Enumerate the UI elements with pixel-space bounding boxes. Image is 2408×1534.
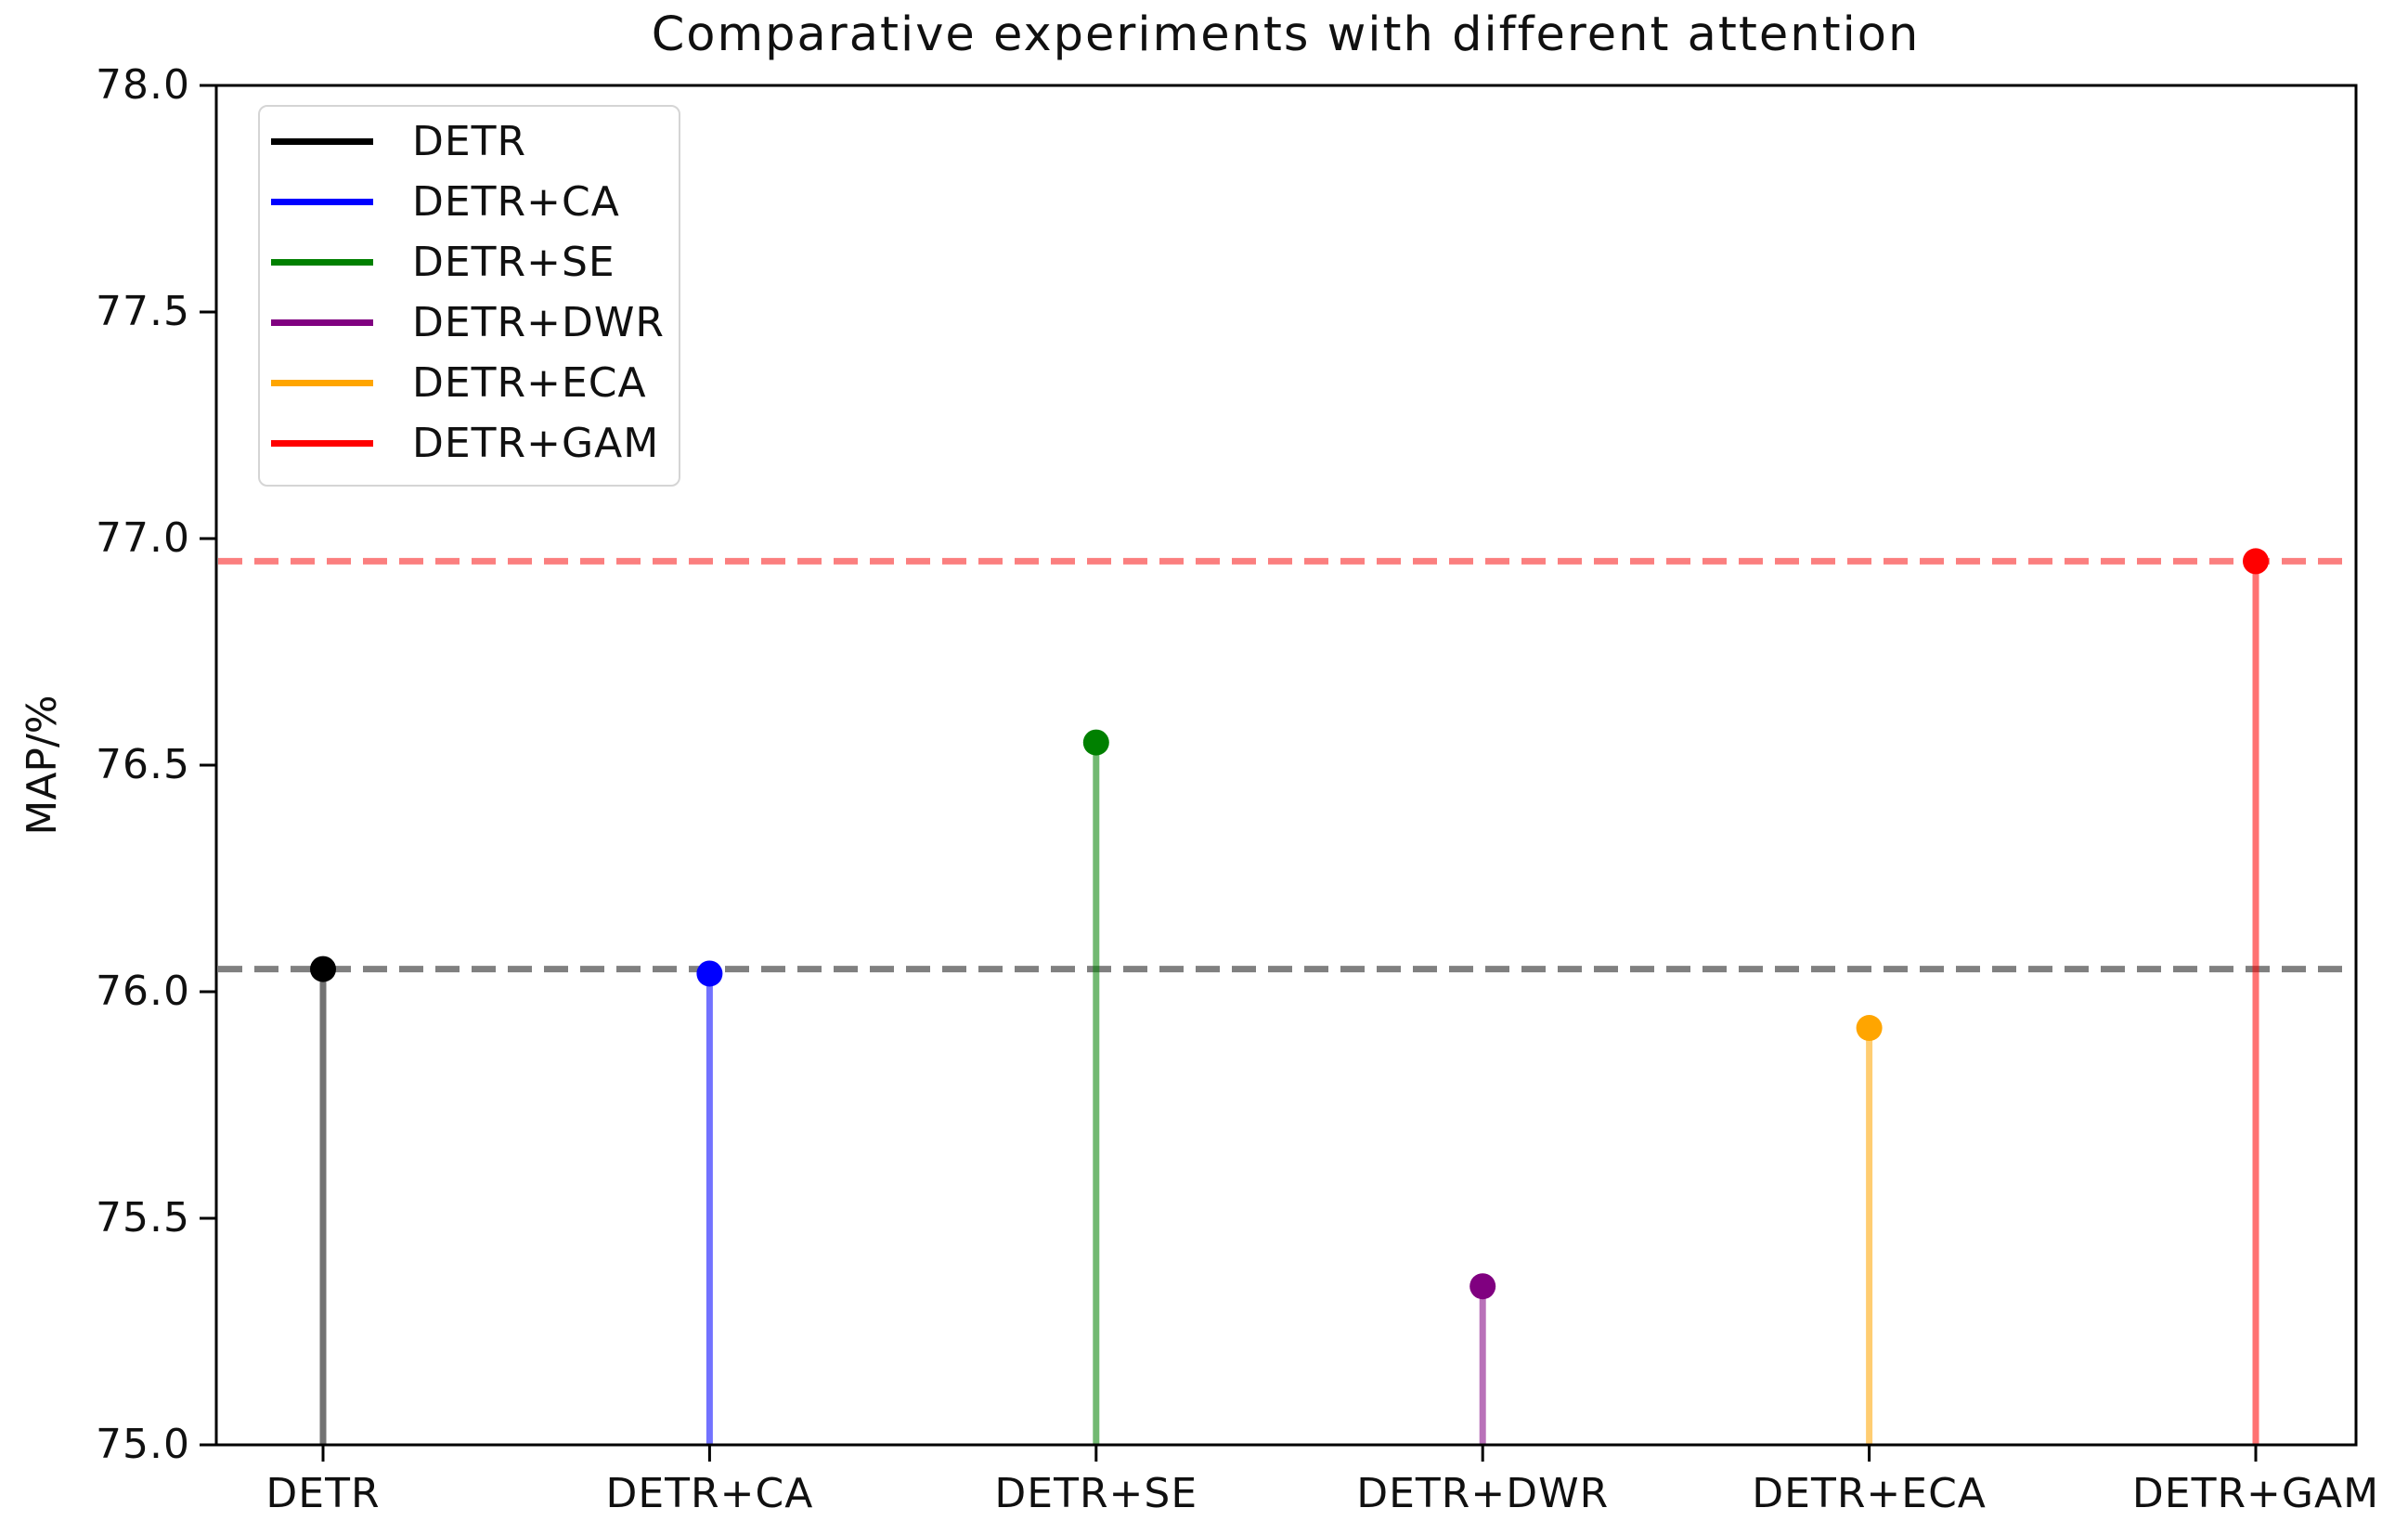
legend-entry: DETR+DWR <box>260 292 679 353</box>
data-point-marker <box>310 956 336 982</box>
y-tick-label: 75.0 <box>96 1421 190 1468</box>
y-tick-label: 76.5 <box>96 741 190 788</box>
legend-line-swatch <box>271 199 373 205</box>
data-point-marker <box>1469 1273 1496 1300</box>
data-point-marker <box>1856 1015 1883 1042</box>
x-tick-label: DETR+GAM <box>2131 1470 2380 1517</box>
legend: DETR DETR+CA DETR+SE DETR+DWR DETR+ECA DETR+G… <box>258 105 680 487</box>
x-tick-label: DETR+SE <box>994 1470 1198 1517</box>
data-point-marker <box>1082 729 1109 756</box>
x-tick-label: DETR+DWR <box>1356 1470 1610 1517</box>
legend-label: DETR+CA <box>412 178 620 226</box>
chart-title: Comparative experiments with different a… <box>651 7 1921 62</box>
y-tick-label: 76.0 <box>96 968 190 1015</box>
legend-label: DETR+GAM <box>412 420 660 467</box>
data-point-marker <box>2243 548 2269 575</box>
x-tick-label: DETR+ECA <box>1752 1470 1987 1517</box>
legend-label: DETR+SE <box>412 239 615 286</box>
legend-label: DETR+ECA <box>412 359 647 407</box>
legend-entry: DETR <box>260 111 679 172</box>
legend-line-swatch <box>271 138 373 145</box>
legend-label: DETR+DWR <box>412 299 665 346</box>
legend-label: DETR <box>412 118 527 165</box>
legend-line-swatch <box>271 440 373 447</box>
legend-line-swatch <box>271 319 373 326</box>
y-tick-label: 77.5 <box>96 288 190 335</box>
y-tick-label: 77.0 <box>96 514 190 562</box>
x-tick-label: DETR+CA <box>605 1470 814 1517</box>
legend-line-swatch <box>271 380 373 386</box>
legend-line-swatch <box>271 259 373 266</box>
legend-entry: DETR+GAM <box>260 413 679 474</box>
y-tick-label: 78.0 <box>96 61 190 109</box>
legend-entry: DETR+SE <box>260 232 679 292</box>
data-point-marker <box>696 960 723 987</box>
legend-entry: DETR+ECA <box>260 353 679 413</box>
y-tick-label: 75.5 <box>96 1194 190 1242</box>
x-tick-label: DETR <box>265 1470 381 1517</box>
legend-entry: DETR+CA <box>260 172 679 232</box>
